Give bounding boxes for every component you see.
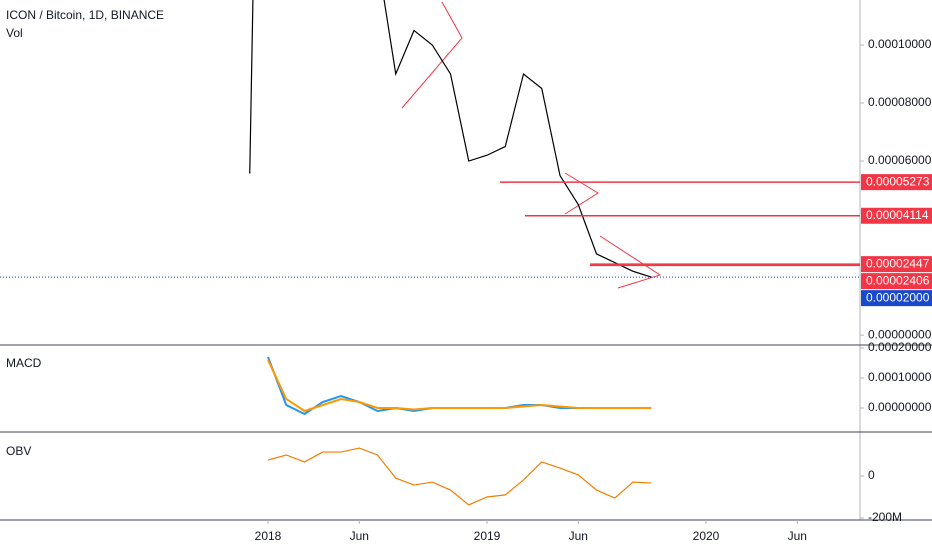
triangle-drawing: [599, 235, 662, 289]
price-tag: [861, 290, 932, 307]
price-tag-label: 0.00005273: [866, 174, 930, 188]
series-line: [267, 447, 652, 506]
y-tick-label: 0.00010000: [868, 37, 932, 51]
plot: [267, 356, 652, 416]
price-tag: [861, 207, 932, 224]
triangle-drawing: [401, 1, 463, 109]
price-tag-label: 0.00002000: [866, 290, 930, 304]
x-tick-label: Jun: [788, 529, 807, 543]
series-line: [267, 356, 652, 416]
y-tick-label: 0.00000000: [868, 400, 932, 414]
y-tick-label: 0.00000000: [868, 327, 932, 341]
triangle-drawing: [564, 172, 599, 215]
series-line: [249, 0, 652, 278]
price-tag: [861, 256, 932, 273]
x-tick-label: 2019: [474, 529, 501, 543]
x-tick-label: 2018: [255, 529, 282, 543]
price-tag: [861, 174, 932, 191]
x-tick-label: Jun: [569, 529, 588, 543]
symbol-title: ICON / Bitcoin, 1D, BINANCE: [6, 8, 164, 22]
plot: [267, 447, 652, 506]
x-tick-label: Jun: [350, 529, 369, 543]
y-tick-label: 0.00010000: [868, 370, 932, 384]
obv-title: OBV: [6, 444, 31, 458]
drawings: [401, 1, 662, 289]
series-line: [267, 359, 652, 413]
price-tag-label: 0.00002406: [866, 273, 930, 287]
volume-label: Vol: [6, 26, 23, 40]
price-tag-label: 0.00002447: [866, 256, 930, 270]
y-tick-label: 0.00020000: [868, 340, 932, 354]
y-tick-label: 0: [868, 468, 875, 482]
y-tick-label: -200M: [868, 510, 902, 524]
y-tick-label: 0.00008000: [868, 95, 932, 109]
x-tick-label: 2020: [693, 529, 720, 543]
plot: [249, 0, 652, 278]
price-tag: [861, 273, 932, 290]
macd-title: MACD: [6, 356, 42, 370]
y-tick-label: 0.00006000: [868, 153, 932, 167]
price-tag-label: 0.00004114: [866, 208, 929, 222]
